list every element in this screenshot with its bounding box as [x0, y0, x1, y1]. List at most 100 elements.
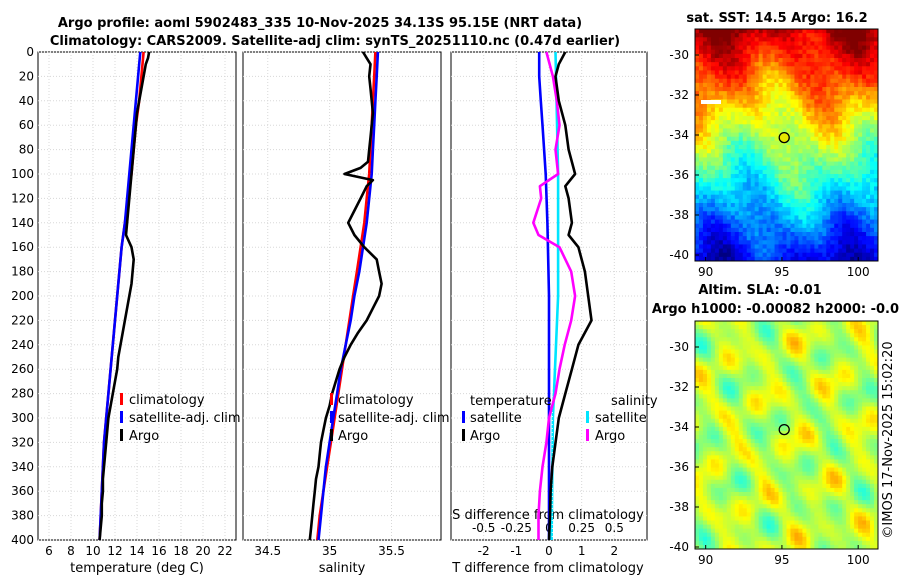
sst-map-cell: [719, 41, 723, 46]
y-tick-label: 100: [11, 167, 34, 181]
sla-map-cell: [822, 504, 826, 508]
sla-map-cell: [794, 472, 798, 476]
sla-map-cell: [783, 329, 787, 333]
legend-label: climatology: [129, 393, 205, 408]
sst-map-cell: [731, 203, 735, 208]
sst-map-cell: [747, 104, 751, 109]
sla-map-cell: [866, 411, 870, 415]
sla-map-cell: [731, 443, 735, 447]
sla-map-cell: [830, 447, 834, 451]
sla-map-cell: [838, 402, 842, 406]
sla-map-cell: [715, 390, 719, 394]
sst-map-cell: [739, 224, 743, 229]
sst-map-cell: [751, 141, 755, 146]
legend-label: satellite: [470, 411, 522, 426]
sla-map-cell: [854, 407, 858, 411]
sla-map-cell: [695, 337, 699, 341]
sla-map-cell: [727, 354, 731, 358]
sla-map-cell: [787, 398, 791, 402]
sla-map-cell: [751, 337, 755, 341]
sst-map-cell: [715, 182, 719, 187]
sst-map-cell: [842, 249, 846, 254]
sst-map-cell: [723, 186, 727, 191]
sst-map-cell: [771, 191, 775, 196]
sst-map-cell: [759, 33, 763, 38]
sla-map-cell: [866, 419, 870, 423]
sst-map-cell: [755, 236, 759, 241]
sst-map-cell: [715, 178, 719, 183]
sla-map-cell: [802, 386, 806, 390]
sla-map-cell: [818, 451, 822, 455]
sst-map-cell: [695, 46, 699, 51]
sla-map-cell: [695, 427, 699, 431]
sla-map-cell: [703, 464, 707, 468]
sla-map-cell: [755, 382, 759, 386]
sla-map-cell: [731, 464, 735, 468]
sla-map-cell: [727, 480, 731, 484]
sst-map-cell: [826, 108, 830, 113]
sla-map-cell: [719, 333, 723, 337]
sst-map-cell: [870, 83, 874, 88]
sst-map-cell: [858, 95, 862, 100]
sla-map-cell: [838, 488, 842, 492]
sst-map-cell: [727, 124, 731, 129]
sla-map-cell: [711, 394, 715, 398]
sst-map-cell: [870, 244, 874, 249]
sst-map-cell: [842, 170, 846, 175]
sla-map-cell: [779, 407, 783, 411]
sst-map-cell: [707, 87, 711, 92]
sst-map-cell: [830, 66, 834, 71]
sla-map-cell: [771, 366, 775, 370]
sst-map-cell: [854, 137, 858, 142]
sst-map-cell: [747, 170, 751, 175]
sst-map-cell: [759, 75, 763, 80]
sla-map-cell: [707, 382, 711, 386]
sla-map-cell: [775, 407, 779, 411]
sla-map-cell: [719, 374, 723, 378]
sla-map-cell: [723, 464, 727, 468]
sst-map-cell: [711, 41, 715, 46]
sla-map-cell: [759, 484, 763, 488]
sla-map-cell: [822, 500, 826, 504]
sst-map-cell: [850, 228, 854, 233]
sla-map-cell: [719, 427, 723, 431]
sla-map-cell: [830, 402, 834, 406]
sst-map-cell: [798, 46, 802, 51]
sst-map-cell: [794, 224, 798, 229]
sst-map-cell: [806, 37, 810, 42]
sst-map-cell: [699, 191, 703, 196]
sla-map-cell: [790, 337, 794, 341]
sst-map-cell: [755, 120, 759, 125]
sla-map-cell: [763, 459, 767, 463]
sst-map-cell: [822, 87, 826, 92]
sla-map-cell: [798, 362, 802, 366]
sla-map-cell: [794, 419, 798, 423]
sst-map-cell: [790, 166, 794, 171]
sst-map-cell: [810, 174, 814, 179]
sst-map-cell: [755, 170, 759, 175]
sst-map-cell: [810, 62, 814, 67]
sst-map-cell: [794, 66, 798, 71]
sla-map-cell: [771, 350, 775, 354]
sla-map-cell: [743, 390, 747, 394]
sst-map-cell: [783, 174, 787, 179]
sla-map-cell: [759, 480, 763, 484]
sst-map-cell: [755, 224, 759, 229]
sst-map-cell: [739, 166, 743, 171]
sst-map-cell: [810, 54, 814, 59]
sla-map-cell: [743, 407, 747, 411]
sst-map-cell: [699, 137, 703, 142]
sst-map-cell: [862, 220, 866, 225]
sla-map-cell: [723, 492, 727, 496]
sla-map-cell: [794, 411, 798, 415]
sst-map-cell: [818, 207, 822, 212]
sla-map-cell: [830, 459, 834, 463]
sst-map-cell: [862, 104, 866, 109]
sst-map-cell: [858, 182, 862, 187]
sla-map-cell: [810, 329, 814, 333]
sst-map-cell: [794, 141, 798, 146]
sla-map-cell: [723, 423, 727, 427]
sst-map-cell: [802, 133, 806, 138]
sst-map-cell: [794, 153, 798, 158]
